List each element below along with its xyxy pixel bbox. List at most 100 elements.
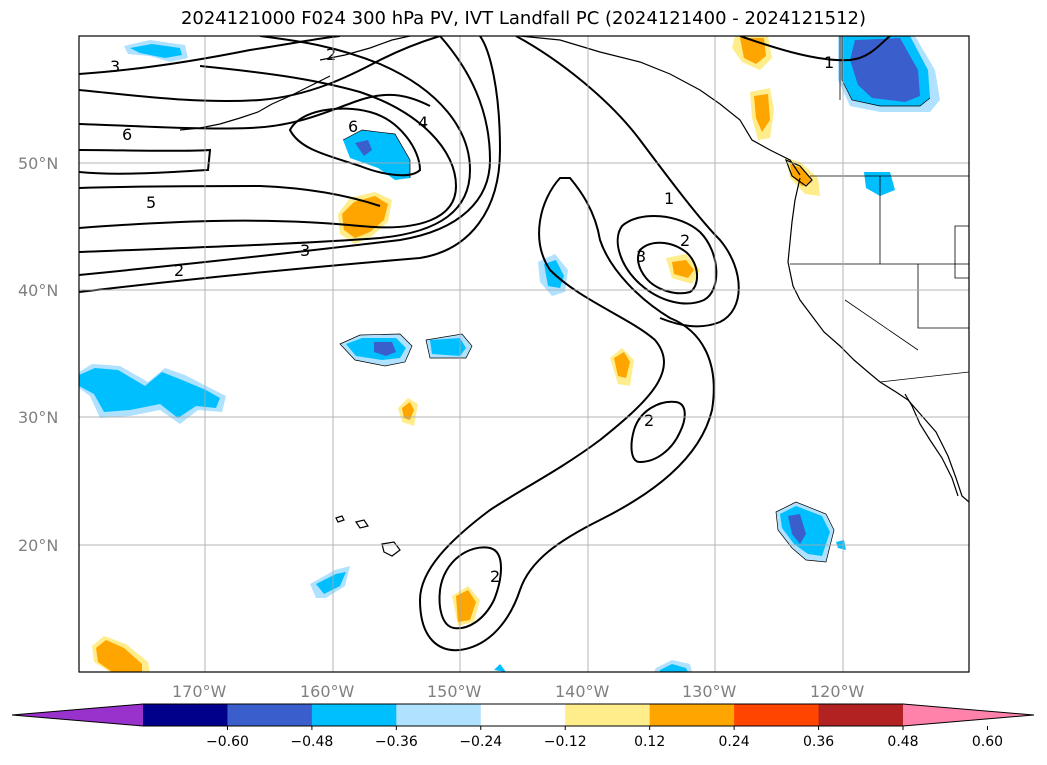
contour-label: 3 [300, 241, 310, 260]
baja-peninsula [904, 393, 959, 497]
colorbar-segment [143, 704, 228, 726]
contour-line [79, 93, 431, 130]
map-title: 2024121000 F024 300 hPa PV, IVT Landfall… [180, 8, 867, 29]
contour-label: 3 [636, 247, 646, 266]
colorbar-segment [565, 704, 651, 726]
lat-label: 20°N [18, 536, 58, 555]
anomaly-blob [316, 572, 346, 594]
lon-label: 120°W [810, 682, 865, 701]
contour-line [630, 400, 686, 464]
anomaly-blob [494, 664, 506, 672]
aleutian-chain [179, 75, 331, 131]
colorbar-tick-label: −0.60 [206, 734, 249, 750]
anomaly-outline [841, 36, 931, 107]
contour-label: 6 [348, 117, 358, 136]
contour-line [79, 148, 212, 175]
anomaly-blob [740, 38, 766, 64]
colorbar: −0.60 −0.48 −0.36 −0.24 −0.12 0.12 0.24 0.36 0.4… [11, 703, 1035, 750]
us-mexico-border [879, 371, 969, 383]
us-west-coast [787, 177, 969, 503]
contour-line [438, 546, 502, 630]
anomaly-outline [775, 501, 835, 563]
colorbar-segment [396, 704, 482, 726]
anomaly-blob [672, 260, 694, 278]
contour-label: 1 [664, 189, 674, 208]
anomaly-blob [374, 342, 396, 356]
colorbar-tick-label: 0.24 [719, 734, 750, 750]
contour-label-group: 3 2 1 6 4 6 5 3 2 1 2 3 2 2 [110, 45, 834, 586]
lon-label: 150°W [427, 682, 482, 701]
map-panel: 3 2 1 6 4 6 5 3 2 1 2 3 2 2 [78, 35, 970, 673]
contour-line [79, 36, 502, 293]
contour-label: 2 [680, 231, 690, 250]
contour-label: 2 [644, 411, 654, 430]
anomaly-blob [754, 94, 770, 132]
colorbar-segment [818, 704, 904, 726]
longitude-labels: 170°W 160°W 150°W 140°W 130°W 120°W [172, 682, 865, 701]
map-background [79, 36, 969, 672]
bc-alaska-coast [519, 36, 801, 176]
latitude-labels: 50°N 40°N 30°N 20°N [18, 154, 58, 555]
lon-label: 160°W [300, 682, 355, 701]
anomaly-blob [96, 640, 142, 672]
colorbar-tick-label: 0.48 [887, 734, 918, 750]
anomaly-blob [402, 402, 414, 420]
coastlines [179, 36, 969, 557]
colorbar-tick-label: −0.24 [459, 734, 502, 750]
colorbar-tick-label: 0.12 [634, 734, 665, 750]
anomaly-blob [430, 338, 466, 356]
contour-line [79, 36, 472, 253]
colorbar-segment [311, 704, 397, 726]
political-borders [790, 36, 969, 383]
colorbar-outline [11, 703, 1035, 727]
contour-label: 4 [418, 113, 428, 132]
colorbar-tick-label: 0.36 [803, 734, 834, 750]
contour-label: 3 [110, 57, 120, 76]
contour-line [515, 36, 740, 328]
anomaly-blob [864, 172, 895, 196]
anomaly-blob [456, 590, 476, 622]
anomaly-outline [425, 333, 473, 359]
vancouver-island [784, 158, 813, 187]
contour-line [79, 65, 458, 229]
anomaly-blob [355, 140, 372, 156]
contour-line [616, 215, 718, 305]
anomaly-blob [788, 514, 806, 544]
contour-label: 2 [326, 45, 336, 64]
colorbar-extend-low [12, 704, 143, 726]
colorbar-tick-label: −0.36 [375, 734, 418, 750]
contour-label: 2 [490, 567, 500, 586]
anomaly-outline [342, 129, 411, 178]
lat-label: 30°N [18, 408, 58, 427]
anomaly-blob [660, 664, 688, 672]
pv-contours [79, 36, 891, 652]
gridlines [79, 36, 969, 672]
contour-line [637, 241, 698, 295]
lat-label: 40°N [18, 281, 58, 300]
contour-label: 1 [824, 53, 834, 72]
lon-label: 170°W [172, 682, 227, 701]
colorbar-extend-high [903, 704, 1034, 726]
contour-line [79, 184, 381, 207]
contour-label: 6 [122, 125, 132, 144]
alaska-coast [319, 36, 411, 61]
state-border [954, 225, 969, 279]
lon-label: 130°W [682, 682, 737, 701]
anomaly-blob [342, 196, 388, 238]
anomaly-blob [130, 44, 182, 58]
map-frame [78, 35, 970, 673]
anomaly-outlines [339, 36, 931, 563]
contour-label: 2 [174, 261, 184, 280]
colorbar-tick-label: 0.60 [972, 734, 1003, 750]
anomaly-blob [614, 352, 630, 378]
colorbar-tick-label: −0.12 [544, 734, 587, 750]
contour-line [288, 107, 422, 177]
contour-line [739, 36, 891, 62]
contour-label: 5 [146, 193, 156, 212]
colorbar-segment [649, 704, 735, 726]
colorbar-segment [480, 704, 566, 726]
anomaly-blob [790, 164, 812, 186]
lon-label: 140°W [555, 682, 610, 701]
state-border [917, 264, 969, 329]
